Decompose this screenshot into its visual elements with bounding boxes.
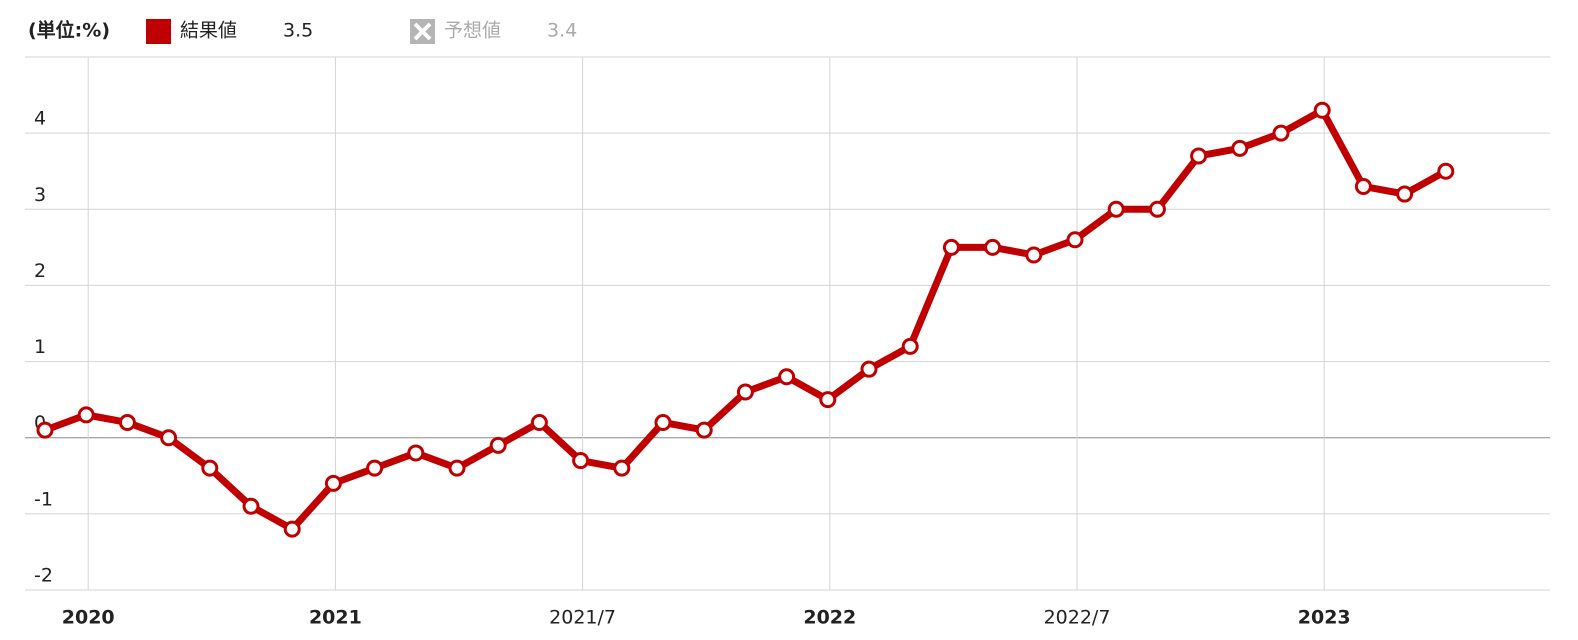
point — [901, 337, 919, 355]
point — [366, 459, 384, 477]
y-tick-label: 4 — [34, 108, 46, 130]
point — [1354, 177, 1372, 195]
point — [984, 238, 1002, 256]
y-tick-label: -2 — [34, 565, 53, 587]
y-tick-label: 2 — [34, 260, 46, 282]
unit-label: (単位:%) — [28, 19, 110, 42]
point — [736, 383, 754, 401]
x-tick-label: 2023 — [1298, 607, 1351, 629]
point — [778, 368, 796, 386]
point — [448, 459, 466, 477]
point — [489, 436, 507, 454]
point — [1148, 200, 1166, 218]
point — [1272, 124, 1290, 142]
point — [36, 421, 54, 439]
legend-forecast-icon[interactable] — [410, 19, 435, 44]
point — [695, 421, 713, 439]
point — [283, 520, 301, 538]
legend-value: 3.5 — [283, 20, 313, 42]
point — [530, 413, 548, 431]
point — [613, 459, 631, 477]
point — [942, 238, 960, 256]
point — [242, 497, 260, 515]
y-tick-label: -1 — [34, 488, 53, 510]
x-tick-label: 2022/7 — [1044, 607, 1111, 629]
point — [160, 429, 178, 447]
point — [324, 474, 342, 492]
point — [201, 459, 219, 477]
point — [1190, 147, 1208, 165]
point — [1025, 246, 1043, 264]
legend-label[interactable]: 結果値 — [180, 20, 237, 42]
point — [572, 452, 590, 470]
y-tick-label: 3 — [34, 184, 46, 206]
point — [1437, 162, 1455, 180]
point — [77, 406, 95, 424]
y-tick-label: 1 — [34, 336, 46, 358]
series-line — [43, 106, 1448, 533]
point — [819, 391, 837, 409]
point — [1107, 200, 1125, 218]
grid — [25, 57, 1550, 591]
legend-forecast-value: 3.4 — [547, 20, 577, 42]
x-tick-label: 2021/7 — [549, 607, 616, 629]
x-tick-label: 2020 — [62, 607, 115, 629]
point — [407, 444, 425, 462]
x-tick-label: 2021 — [309, 607, 362, 629]
point — [1066, 231, 1084, 249]
x-tick-label: 2022 — [803, 607, 856, 629]
point — [1313, 101, 1331, 119]
point — [118, 413, 136, 431]
legend-swatch[interactable] — [146, 19, 171, 44]
point — [860, 360, 878, 378]
point — [1231, 139, 1249, 157]
legend-forecast-label[interactable]: 予想値 — [444, 20, 501, 42]
point — [654, 413, 672, 431]
point — [1396, 185, 1414, 203]
